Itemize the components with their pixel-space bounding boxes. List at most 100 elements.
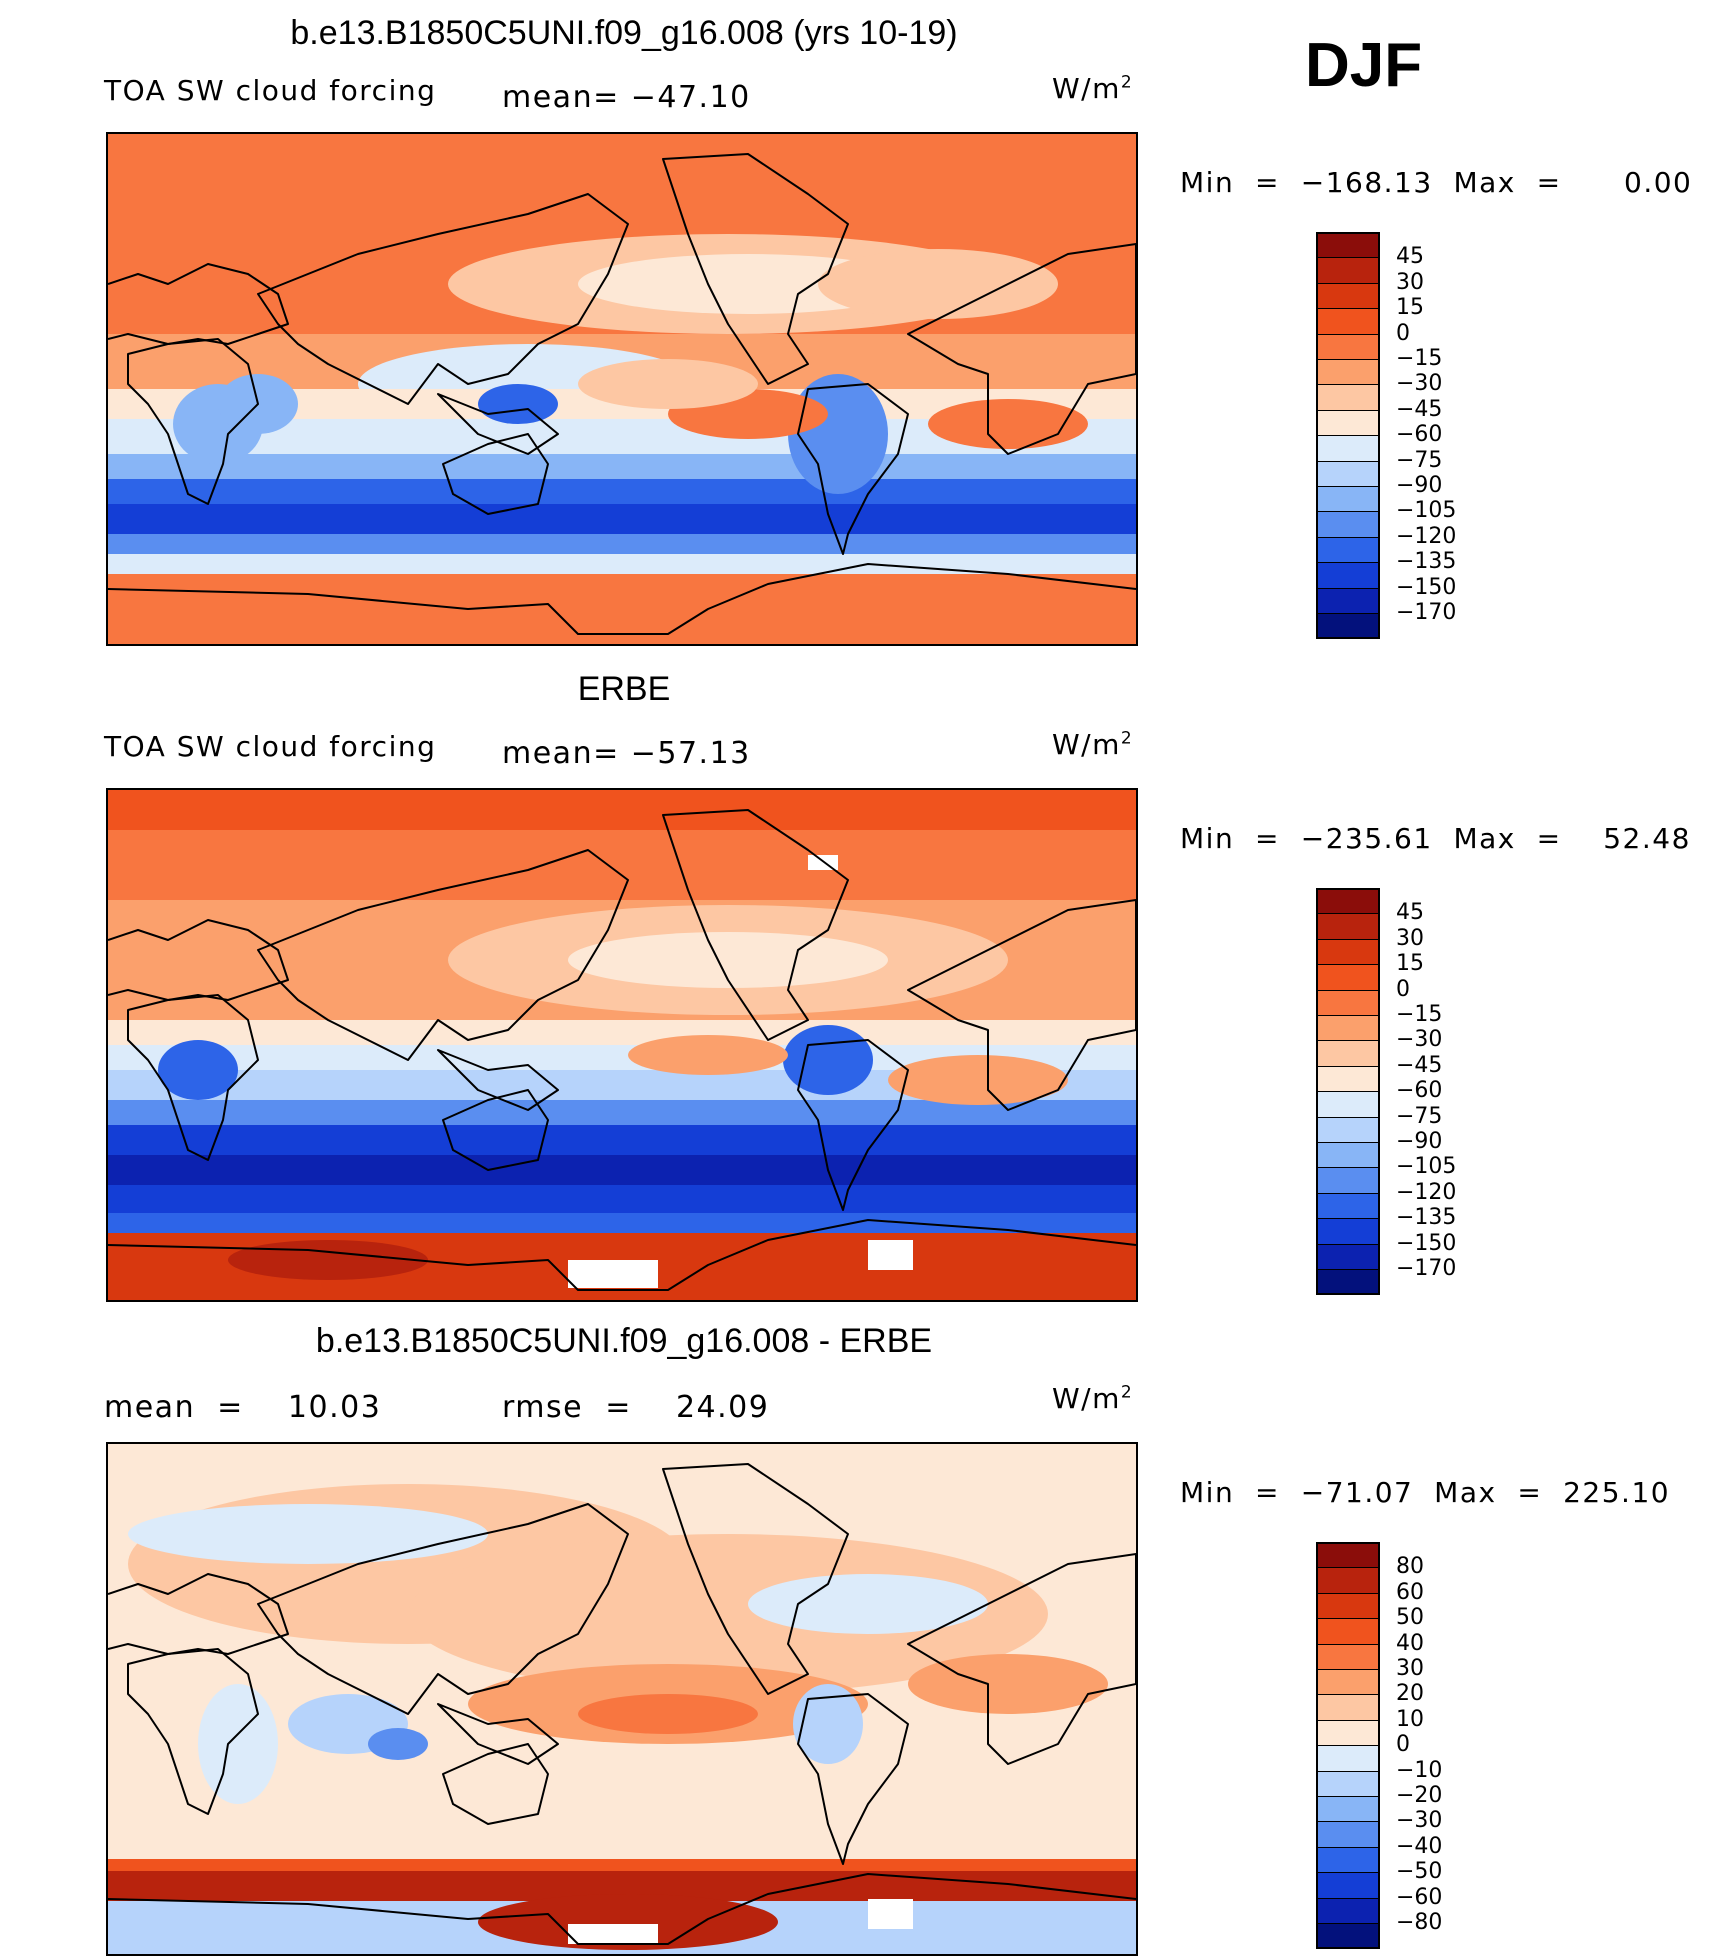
colorbar-tick-label: −105: [1396, 1154, 1457, 1180]
colorbar-tick-label: 15: [1396, 295, 1424, 321]
field-region: [793, 1684, 863, 1764]
colorbar-tick-label: −10: [1396, 1757, 1443, 1783]
coastline: [442, 1089, 549, 1171]
field-region: [628, 1035, 788, 1075]
colorbar-tick-label: −60: [1396, 1884, 1443, 1910]
field-region: [908, 1654, 1108, 1714]
colorbar-swatch: [1316, 938, 1380, 965]
variable-label: TOA SW cloud forcing: [104, 74, 437, 107]
field-band: [108, 454, 1136, 479]
units-label: W/m2: [1052, 728, 1134, 761]
missing-data-region: [868, 1899, 913, 1929]
colorbar-swatch: [1316, 1618, 1380, 1644]
minmax-label: Min = −235.61 Max = 52.48: [1180, 822, 1691, 855]
colorbar-tick-label: −30: [1396, 1027, 1443, 1053]
colorbar-swatch: [1316, 1694, 1380, 1720]
colorbar-tick-label: −80: [1396, 1910, 1443, 1935]
colorbar-tick-label: 30: [1396, 1656, 1424, 1681]
colorbar-swatch: [1316, 613, 1380, 640]
field-band: [108, 574, 1136, 644]
colorbar-swatch: [1316, 1719, 1380, 1746]
mean-label: mean = 10.03: [104, 1390, 382, 1425]
colorbar-tick-label: −135: [1396, 549, 1457, 575]
coastline: [907, 899, 1136, 1111]
coastline: [797, 1039, 909, 1211]
colorbar-tick-label: −20: [1396, 1783, 1443, 1808]
field-band: [108, 1125, 1136, 1155]
map-canvas: [108, 790, 1136, 1300]
field-region: [818, 249, 1058, 319]
colorbar-swatch: [1316, 1091, 1380, 1117]
colorbar-tick-label: −15: [1396, 1002, 1443, 1027]
colorbar-swatch: [1316, 257, 1380, 283]
minmax-label: Min = −168.13 Max = 0.00: [1180, 166, 1693, 199]
colorbar-swatch: [1316, 536, 1380, 563]
colorbar-swatch: [1316, 562, 1380, 588]
colorbar-tick-label: 30: [1396, 269, 1424, 295]
field-band: [108, 534, 1136, 554]
colorbar-tick-label: 15: [1396, 951, 1424, 977]
missing-data-region: [568, 1924, 658, 1944]
field-region: [748, 1574, 988, 1634]
colorbar-swatch: [1316, 1065, 1380, 1092]
colorbar-swatch: [1316, 1669, 1380, 1695]
colorbar-tick-label: 50: [1396, 1605, 1424, 1631]
field-region: [578, 1694, 758, 1734]
rmse-label: rmse = 24.09: [502, 1390, 770, 1425]
colorbar-swatch: [1316, 1897, 1380, 1923]
colorbar-tick-label: 40: [1396, 1630, 1424, 1656]
colorbar-tick-label: −50: [1396, 1859, 1443, 1885]
mean-label: mean= −57.13: [502, 736, 751, 771]
map-erbe: [106, 788, 1138, 1302]
colorbar-swatch: [1316, 1116, 1380, 1142]
field-region: [888, 1055, 1068, 1105]
missing-data-region: [868, 1240, 913, 1270]
colorbar-swatch: [1316, 989, 1380, 1015]
coastline: [257, 193, 629, 405]
colorbar-tick-label: −120: [1396, 523, 1457, 549]
colorbar-tick-label: −170: [1396, 600, 1457, 625]
field-band: [108, 554, 1136, 574]
units-label: W/m2: [1052, 1382, 1134, 1415]
colorbar-tick-label: −90: [1396, 473, 1443, 498]
field-region: [578, 359, 758, 409]
colorbar-tick-label: −30: [1396, 371, 1443, 397]
field-region: [158, 1040, 238, 1100]
field-region: [478, 384, 558, 424]
colorbar-tick-label: −150: [1396, 574, 1457, 600]
colorbar-swatch: [1316, 1167, 1380, 1193]
field-band: [108, 1185, 1136, 1213]
colorbar-swatch: [1316, 964, 1380, 990]
map-model: [106, 132, 1138, 646]
colorbar-tick-label: 45: [1396, 900, 1424, 926]
field-region: [788, 374, 888, 494]
field-band: [108, 504, 1136, 534]
colorbar-tick-label: 0: [1396, 976, 1410, 1002]
colorbar-tick-label: −60: [1396, 1078, 1443, 1104]
coastline: [442, 1743, 549, 1825]
field-region: [128, 1504, 488, 1564]
colorbar-tick-label: 20: [1396, 1681, 1424, 1707]
coastline: [442, 433, 549, 515]
colorbar-tick-label: −30: [1396, 1808, 1443, 1834]
field-band: [108, 1155, 1136, 1185]
map-difference: [106, 1442, 1138, 1956]
colorbar-swatch: [1316, 460, 1380, 486]
colorbar-swatch: [1316, 1643, 1380, 1669]
season-label: DJF: [1305, 31, 1423, 100]
panel-title: b.e13.B1850C5UNI.f09_g16.008 - ERBE: [315, 1322, 933, 1360]
colorbar-swatch: [1316, 333, 1380, 359]
coastline: [907, 1553, 1136, 1765]
field-region: [198, 1684, 278, 1804]
field-band: [108, 479, 1136, 504]
colorbar-tick-label: 60: [1396, 1579, 1424, 1605]
colorbar-swatch: [1316, 486, 1380, 512]
field-region: [408, 1534, 1048, 1694]
colorbar-tick-label: −135: [1396, 1205, 1457, 1231]
panel-title: ERBE: [577, 670, 671, 708]
coastline: [797, 1693, 909, 1865]
colorbar-tick-label: −60: [1396, 422, 1443, 448]
coastline: [662, 153, 849, 385]
colorbar-swatch: [1316, 888, 1380, 914]
coastline: [797, 383, 909, 555]
